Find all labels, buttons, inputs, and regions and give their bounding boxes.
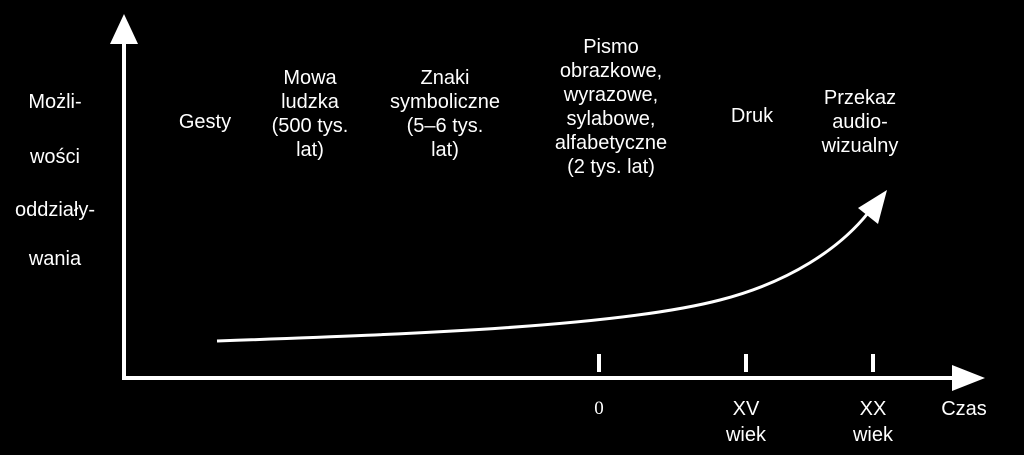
y-axis-label-line-4: wania	[28, 248, 82, 270]
growth-curve	[216, 212, 870, 343]
stage-label-mowa: Mowa ludzka (500 tys. lat)	[271, 67, 349, 161]
stage-label-znaki: Znaki symboliczne (5–6 tys. lat)	[389, 67, 501, 161]
stage-label-pismo: Pismo obrazkowe, wyrazowe, sylabowe, alf…	[554, 36, 668, 178]
y-axis-arrowhead	[110, 14, 138, 44]
x-axis-label: Czas	[941, 398, 987, 420]
x-axis-arrowhead	[952, 365, 985, 391]
tick-label-xx: XX wiek	[852, 398, 893, 446]
y-axis-label-line-1: Możli-	[28, 91, 82, 113]
stage-label-przekaz: Przekaz audio- wizualny	[821, 87, 899, 157]
y-axis-label-line-3: oddziały-	[14, 199, 96, 221]
tick-label-zero: 0	[594, 398, 604, 419]
y-axis-label-line-2: wości	[29, 146, 80, 168]
tick-label-xv: XV wiek	[725, 398, 766, 446]
growth-curve-arrowhead	[858, 190, 887, 224]
stage-label-gesty: Gesty	[178, 111, 232, 133]
stage-label-druk: Druk	[730, 105, 774, 127]
